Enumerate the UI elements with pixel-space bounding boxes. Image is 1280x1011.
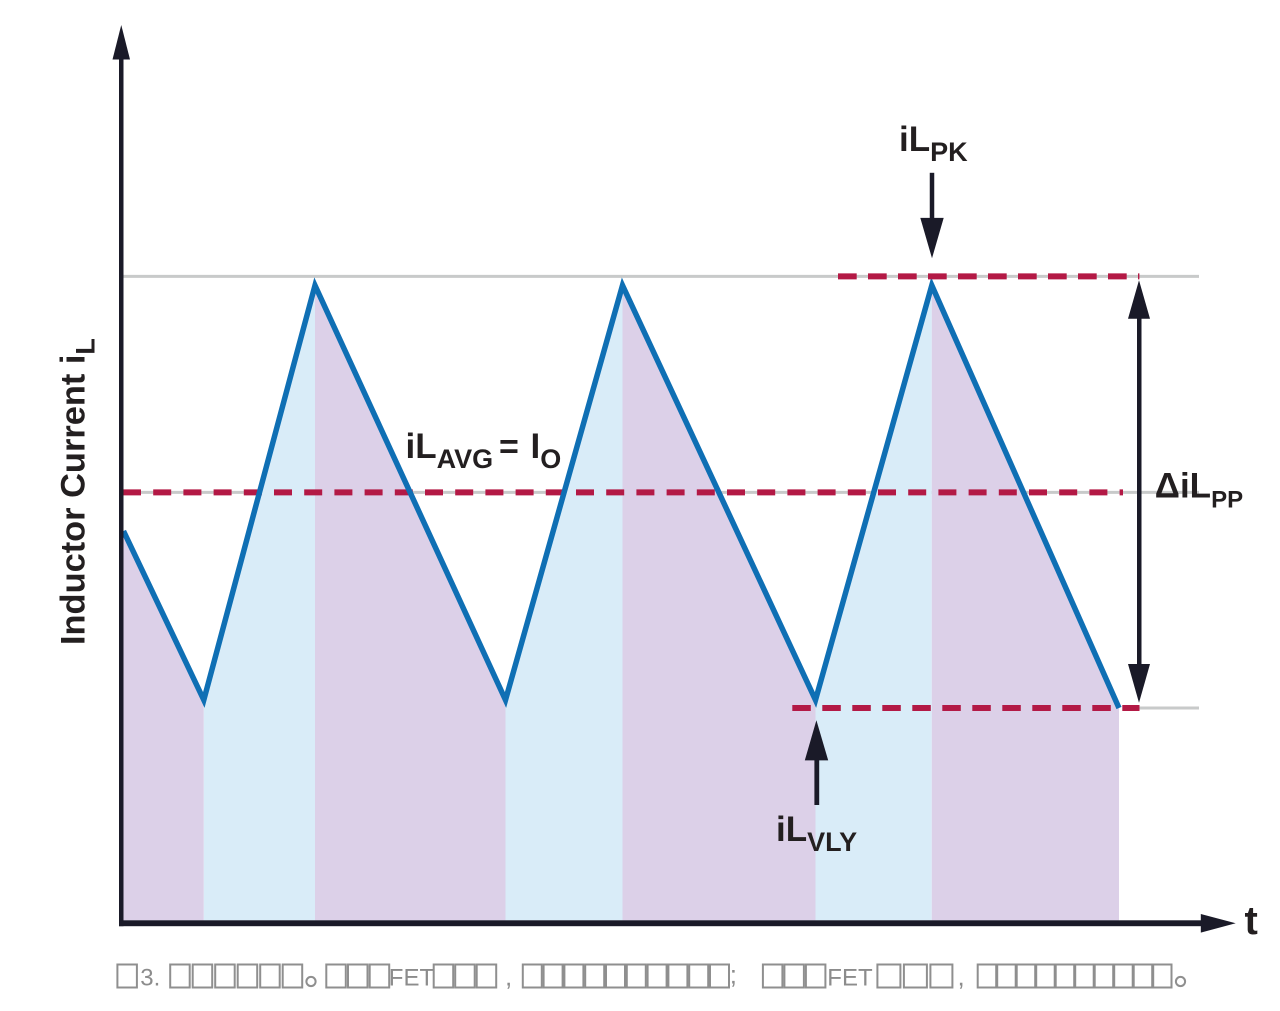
svg-text:=: = (499, 428, 519, 466)
svg-text:t: t (1245, 899, 1258, 943)
svg-text:;: ; (730, 959, 737, 989)
svg-text:,: , (505, 961, 512, 991)
svg-text:3.: 3. (140, 964, 160, 991)
svg-text:,: , (958, 961, 965, 991)
svg-text:FET: FET (827, 964, 873, 991)
svg-text:FET: FET (389, 964, 435, 991)
